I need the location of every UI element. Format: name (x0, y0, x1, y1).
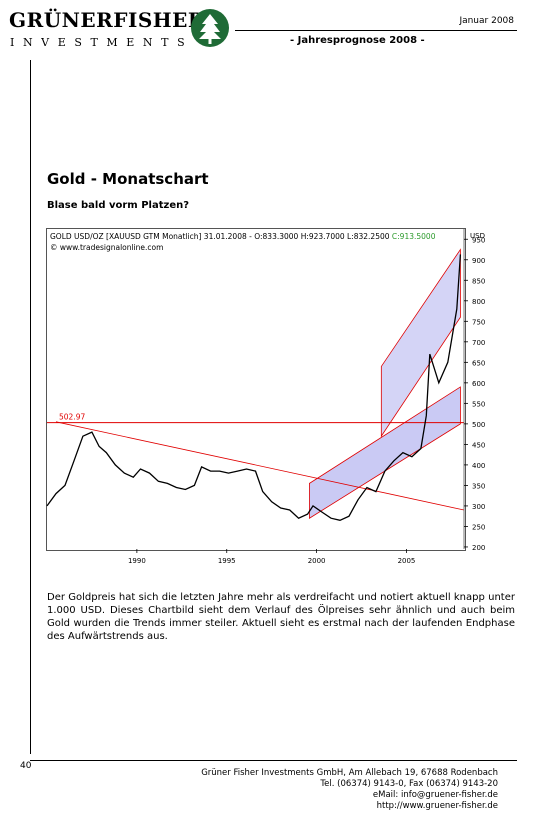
y-tick-label: 850 (472, 277, 485, 285)
y-tick-label: 900 (472, 257, 485, 265)
y-tick-label: 200 (472, 544, 485, 552)
header-rule (235, 30, 517, 31)
y-tick-label: 450 (472, 441, 485, 449)
x-tick-label: 2000 (308, 557, 326, 565)
article-body: Der Goldpreis hat sich die letzten Jahre… (47, 592, 515, 642)
steep-uptrend-channel (380, 248, 461, 438)
chart-close-value: C:913.5000 (391, 232, 436, 241)
article-title: Gold - Monatschart (47, 170, 209, 188)
chart-copyright: © www.tradesignalonline.com (50, 243, 164, 252)
y-tick-label: 400 (472, 462, 485, 470)
chart-info-line: GOLD USD/OZ [XAUUSD GTM Monatlich] 31.01… (50, 232, 435, 241)
y-tick-label: 550 (472, 400, 485, 408)
margin-rule (30, 60, 31, 754)
y-tick-label: 700 (472, 339, 485, 347)
footer-rule (30, 760, 517, 761)
y-tick-label: 350 (472, 482, 485, 490)
y-tick-label: 950 (472, 236, 485, 244)
footer-line-2: Tel. (06374) 9143-0, Fax (06374) 9143-20 (320, 779, 498, 789)
downtrend-line (55, 421, 465, 511)
footer-address: Grüner Fisher Investments GmbH, Am Alleb… (201, 768, 498, 812)
article-subtitle: Blase bald vorm Platzen? (47, 200, 190, 211)
y-tick-label: 300 (472, 503, 485, 511)
uptrend-channel (309, 386, 461, 519)
document-date: Januar 2008 (459, 16, 514, 26)
y-tick-label: 600 (472, 380, 485, 388)
x-tick-label: 1995 (218, 557, 236, 565)
y-tick-label: 250 (472, 523, 485, 531)
y-tick-label: 800 (472, 298, 485, 306)
company-name-bottom: INVESTMENTS (10, 36, 194, 49)
y-tick-label: 750 (472, 318, 485, 326)
x-tick-label: 2005 (398, 557, 416, 565)
footer-line-4: http://www.gruener-fisher.de (376, 801, 498, 811)
y-tick-label: 500 (472, 421, 485, 429)
y-tick-label: 650 (472, 359, 485, 367)
gold-price-series (46, 254, 462, 521)
x-tick-label: 1990 (128, 557, 146, 565)
y-axis-unit: USD (470, 232, 485, 240)
chart-info-text: GOLD USD/OZ [XAUUSD GTM Monatlich] 31.01… (50, 232, 390, 241)
footer-line-3: eMail: info@gruener-fisher.de (372, 790, 498, 800)
tree-icon (188, 8, 232, 48)
level-label: 502.97 (59, 413, 85, 422)
document-subtitle: - Jahresprognose 2008 - (290, 35, 425, 46)
page-number: 40 (20, 761, 32, 771)
company-name-top: GRÜNERFISHER (9, 8, 206, 32)
footer-line-1: Grüner Fisher Investments GmbH, Am Alleb… (201, 768, 498, 778)
